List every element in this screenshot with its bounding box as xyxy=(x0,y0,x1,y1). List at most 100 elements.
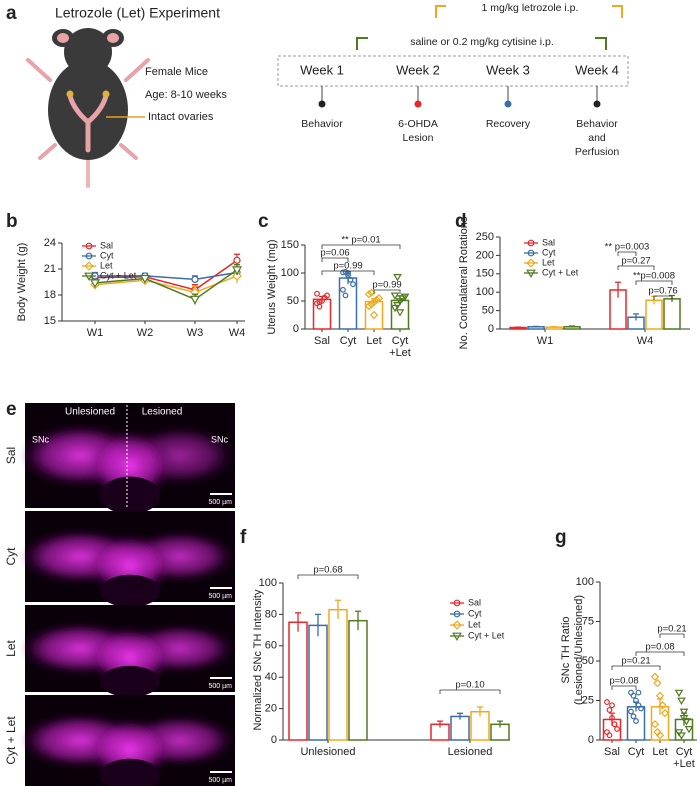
significance-label: ** p=0.003 xyxy=(605,242,650,253)
y-tick-label: 50 xyxy=(287,295,299,307)
panel-letter: f xyxy=(240,527,247,548)
mouse-label: Female Mice xyxy=(145,66,208,78)
y-tick-label: 0 xyxy=(588,734,594,746)
y-tick-label: 20 xyxy=(265,703,277,715)
legend-marker xyxy=(85,252,93,260)
error-bar xyxy=(533,325,539,328)
timeline-dot xyxy=(414,100,422,108)
y-tick-label: 24 xyxy=(44,237,56,249)
significance-label: p=0.21 xyxy=(657,624,686,635)
significance-bracket xyxy=(611,685,637,690)
significance-bracket xyxy=(439,689,501,694)
x-tick-label: W1 xyxy=(537,335,554,347)
significance-label: p=0.06 xyxy=(320,248,349,259)
legend-label: Sal xyxy=(468,597,481,607)
x-tick-label: Cyt xyxy=(676,746,693,758)
data-point xyxy=(340,286,346,293)
bar xyxy=(645,299,663,330)
y-axis-label: Normalized SNc TH Intensity xyxy=(252,589,264,731)
y-tick-label: 0 xyxy=(488,323,494,335)
data-point xyxy=(679,714,689,723)
legend-marker xyxy=(85,242,93,250)
y-tick-label: 100 xyxy=(281,267,299,279)
significance-label: p=0.99 xyxy=(333,261,362,272)
data-point xyxy=(638,705,644,712)
point xyxy=(89,279,101,289)
bar xyxy=(328,608,348,741)
data-point xyxy=(650,672,660,681)
x-tick-label: Unlesioned xyxy=(300,746,355,758)
data-point xyxy=(393,274,402,282)
data-point xyxy=(350,281,356,288)
x-tick-label: Let xyxy=(366,335,381,347)
scale-bar-label: 500 µm xyxy=(209,593,233,600)
tissue-void xyxy=(100,476,160,515)
data-point xyxy=(679,708,689,717)
data-point xyxy=(367,300,376,309)
mouse-illustration xyxy=(26,28,150,188)
treatment-label: saline or 0.2 mg/kg cytisine i.p. xyxy=(410,36,554,48)
timeline-dot xyxy=(318,100,326,108)
mouse-label: Intact ovaries xyxy=(148,111,214,123)
error-bar xyxy=(633,313,639,321)
legend-marker xyxy=(527,239,535,247)
data-point xyxy=(650,720,660,729)
y-tick-label: 100 xyxy=(259,577,277,589)
y-tick-label: 100 xyxy=(576,576,594,588)
significance-label: p=0.08 xyxy=(645,642,674,653)
significance-bracket xyxy=(635,651,685,656)
x-tick-label: Lesioned xyxy=(448,746,493,758)
legend-marker xyxy=(452,632,462,642)
event-label: and xyxy=(588,132,606,144)
row-label: Cyt xyxy=(4,547,18,566)
point xyxy=(233,256,241,264)
x-tick-label: W3 xyxy=(187,327,204,339)
timeline-box xyxy=(277,55,629,87)
mouse-label: Age: 8-10 weeks xyxy=(145,89,227,101)
y-axis-label: No. Contralateral Rotations xyxy=(458,216,470,349)
error-bar xyxy=(497,720,503,728)
tissue-void xyxy=(100,574,160,608)
timeline-dot xyxy=(593,100,601,108)
significance-bracket xyxy=(617,265,655,270)
data-point xyxy=(674,689,684,698)
data-point xyxy=(342,292,349,299)
data-point xyxy=(390,292,400,300)
scale-bar-label: 500 µm xyxy=(209,683,233,690)
timeline-dot xyxy=(504,100,512,108)
significance-bracket xyxy=(373,289,401,294)
y-axis-label: (Lesioned/Unlesioned) xyxy=(573,595,585,705)
data-point xyxy=(345,272,351,279)
y-tick-label: 150 xyxy=(476,268,494,280)
legend-label: Let xyxy=(542,257,555,267)
legend-marker xyxy=(84,261,94,271)
y-axis-label: Body Weight (g) xyxy=(16,243,28,322)
significance-label: p=0.68 xyxy=(313,565,342,576)
significance-bracket xyxy=(617,251,637,256)
bar xyxy=(663,298,681,330)
y-axis-label: SNc TH Ratio xyxy=(560,616,572,683)
significance-label: p=0.27 xyxy=(621,256,650,267)
event-label: Behavior xyxy=(576,118,618,130)
panel-title: Letrozole (Let) Experiment xyxy=(55,5,220,21)
y-tick-label: 100 xyxy=(476,286,494,298)
legend-marker xyxy=(453,599,461,607)
x-tick-label: W4 xyxy=(637,335,654,347)
data-point xyxy=(324,292,330,299)
week-label: Week 3 xyxy=(486,62,530,77)
data-point xyxy=(395,298,405,306)
legend-marker xyxy=(526,269,536,279)
bar xyxy=(288,621,308,741)
panel-letter: c xyxy=(258,211,269,232)
significance-bracket xyxy=(653,295,673,300)
hemisphere-label: Lesioned xyxy=(142,407,183,418)
legend-label: Cyt xyxy=(100,250,114,260)
error-bar xyxy=(335,599,341,620)
significance-label: ** p=0.01 xyxy=(341,235,380,246)
event-label: Behavior xyxy=(301,118,343,130)
error-bar xyxy=(315,613,321,637)
x-tick-label: W4 xyxy=(229,327,246,339)
data-point xyxy=(609,702,615,709)
legend-marker xyxy=(84,272,94,282)
event-label: Lesion xyxy=(403,132,434,144)
